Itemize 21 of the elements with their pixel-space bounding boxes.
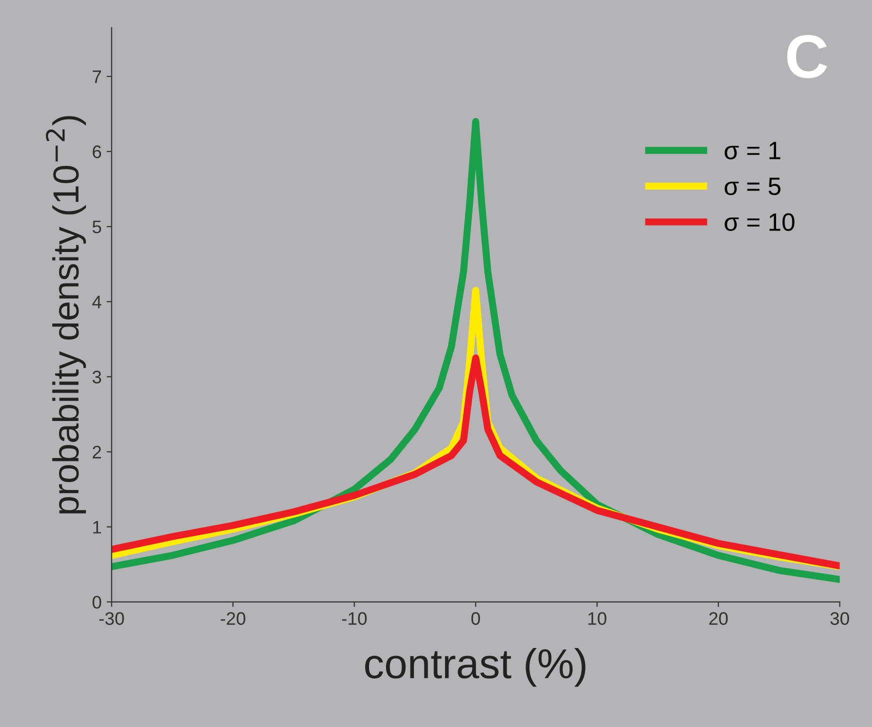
x-tick-label: -20 <box>220 612 246 625</box>
y-tick-label: 3 <box>92 370 102 384</box>
legend-label: σ = 10 <box>724 213 794 231</box>
x-tick-label: 20 <box>709 612 728 625</box>
legend-label: σ = 1 <box>724 142 780 160</box>
y-tick-label: 2 <box>92 446 101 458</box>
y-tick-label: 6 <box>92 145 102 158</box>
x-tick-label: -30 <box>99 612 124 625</box>
x-tick-label: 0 <box>471 612 480 625</box>
legend-label: σ = 5 <box>724 178 780 196</box>
y-tick-label: 5 <box>92 220 102 234</box>
y-tick-label: 7 <box>92 70 101 83</box>
y-tick-label: 0 <box>92 596 102 609</box>
x-tick-label: 10 <box>588 612 606 625</box>
x-axis-title: contrast (%) <box>365 648 586 687</box>
y-axis-title: probability density (10$^{−2}$) <box>46 116 86 514</box>
y-tick-label: 1 <box>93 521 102 534</box>
y-tick-label: 4 <box>92 296 102 308</box>
x-tick-label: -10 <box>342 612 367 625</box>
annotation: C <box>787 34 828 78</box>
x-tick-label: 30 <box>830 612 850 625</box>
